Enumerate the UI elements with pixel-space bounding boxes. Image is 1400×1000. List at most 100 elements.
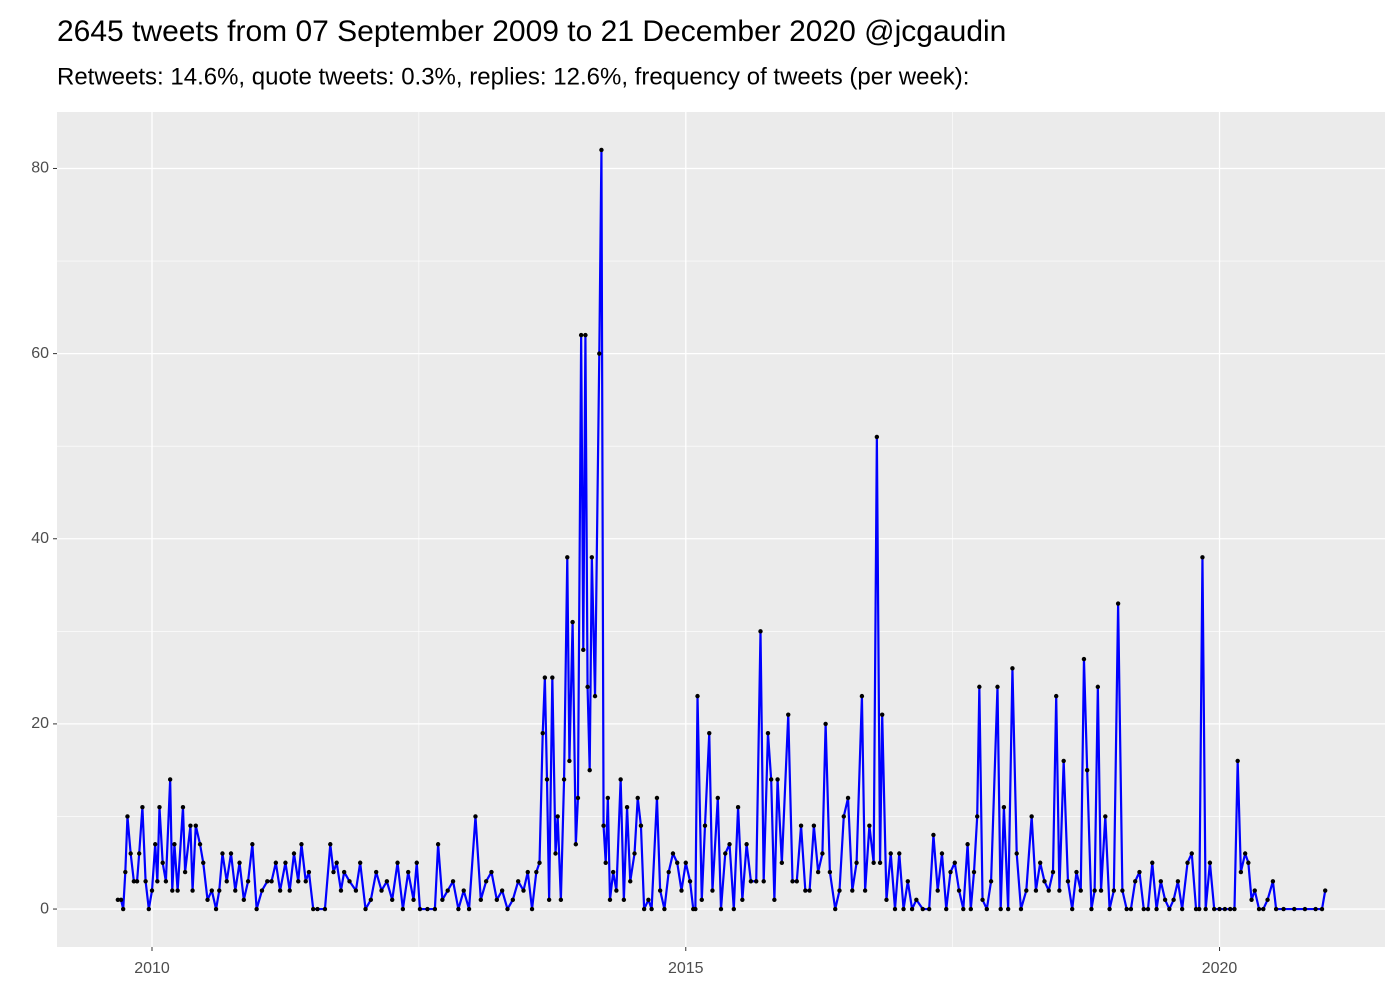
chart-subtitle: Retweets: 14.6%, quote tweets: 0.3%, rep…: [57, 63, 969, 90]
data-point: [157, 805, 162, 810]
data-point: [1228, 906, 1233, 912]
data-point: [695, 693, 700, 699]
data-point: [754, 879, 759, 884]
data-point: [859, 693, 865, 699]
data-point: [167, 777, 173, 782]
data-point: [618, 777, 623, 782]
data-point: [1120, 888, 1125, 893]
data-point: [120, 906, 126, 912]
data-point: [213, 906, 219, 912]
data-point: [1302, 906, 1308, 912]
data-point: [679, 888, 684, 893]
data-point: [1175, 879, 1181, 884]
data-point: [180, 805, 186, 810]
data-point: [727, 842, 732, 847]
data-point: [287, 888, 292, 893]
data-point: [587, 767, 592, 773]
data-point: [233, 888, 238, 893]
data-point: [131, 879, 137, 884]
data-point: [529, 906, 535, 912]
data-point: [575, 795, 581, 801]
data-point: [815, 869, 821, 875]
data-point: [143, 879, 148, 884]
data-point: [357, 860, 363, 865]
data-point: [363, 906, 368, 912]
y-tick-label: 40: [31, 530, 49, 547]
data-point: [315, 906, 320, 912]
data-point: [245, 879, 251, 884]
data-point: [879, 712, 885, 717]
data-point: [146, 906, 152, 912]
data-point: [555, 814, 560, 819]
data-point: [311, 906, 316, 912]
data-point: [901, 906, 906, 912]
data-point: [1078, 888, 1083, 893]
data-point: [977, 684, 982, 690]
data-point: [299, 842, 304, 847]
data-point: [384, 879, 390, 884]
data-point: [445, 888, 450, 893]
x-tick-label: 2020: [1202, 960, 1238, 977]
data-point: [283, 860, 288, 865]
data-point: [735, 805, 741, 810]
data-point: [1193, 906, 1199, 912]
data-point: [670, 851, 676, 856]
data-point: [172, 842, 177, 847]
data-point: [456, 906, 461, 912]
data-point: [758, 629, 763, 634]
data-point: [417, 906, 423, 912]
data-point: [1107, 906, 1112, 912]
data-point: [1103, 814, 1108, 819]
data-point: [395, 860, 400, 865]
data-point: [1211, 906, 1217, 912]
data-point: [794, 879, 799, 884]
data-point: [914, 897, 919, 902]
data-point: [702, 823, 708, 828]
data-point: [322, 906, 328, 912]
data-point: [578, 332, 584, 338]
data-point: [775, 777, 780, 782]
data-point: [565, 555, 570, 560]
data-point: [909, 906, 915, 912]
y-tick-label: 80: [31, 160, 49, 177]
data-point: [440, 897, 445, 902]
data-point: [1141, 906, 1146, 912]
data-point: [128, 851, 133, 856]
data-point: [952, 860, 957, 865]
data-point: [1029, 814, 1034, 819]
data-point: [1018, 906, 1024, 912]
data-point: [1042, 879, 1047, 884]
data-point: [1235, 758, 1240, 764]
data-point: [510, 897, 516, 902]
data-point: [1001, 805, 1007, 810]
data-point: [550, 675, 555, 680]
data-point: [718, 906, 724, 912]
data-point: [1200, 555, 1205, 560]
data-point: [888, 851, 893, 856]
data-point: [1095, 684, 1101, 690]
data-point: [854, 860, 859, 865]
data-point: [373, 869, 379, 875]
data-point: [1171, 897, 1176, 902]
data-point: [277, 888, 283, 893]
data-point: [971, 869, 977, 875]
data-point: [368, 897, 374, 902]
data-point: [546, 897, 552, 902]
data-point: [995, 684, 1000, 690]
data-point: [988, 879, 994, 884]
data-point: [675, 860, 680, 865]
data-point: [205, 897, 210, 902]
panel: [57, 112, 1385, 947]
data-point: [414, 860, 419, 865]
data-point: [553, 851, 558, 856]
data-point: [570, 619, 575, 625]
data-point: [807, 888, 812, 893]
data-point: [597, 351, 602, 356]
data-point: [935, 888, 940, 893]
data-point: [190, 888, 195, 893]
data-point: [1115, 601, 1121, 606]
data-point: [505, 906, 510, 912]
chart-title: 2645 tweets from 07 September 2009 to 21…: [57, 15, 1006, 48]
